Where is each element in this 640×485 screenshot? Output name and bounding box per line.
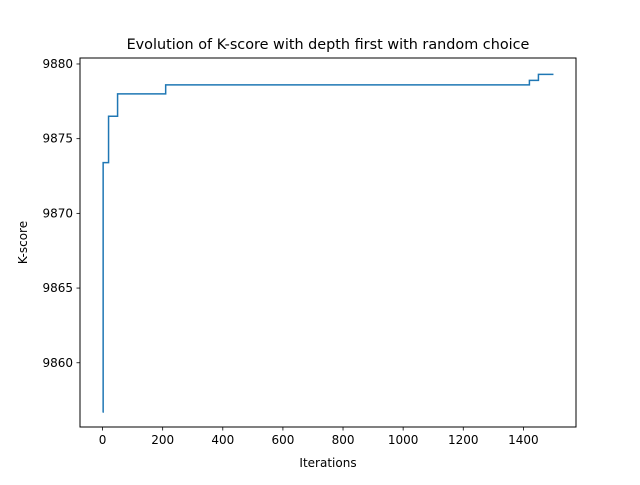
x-tick-label: 800 [332, 433, 355, 447]
x-tick-label: 200 [151, 433, 174, 447]
x-tick-label: 1200 [448, 433, 479, 447]
x-tick-label: 1000 [388, 433, 419, 447]
y-tick-label: 9865 [42, 281, 73, 295]
y-tick-label: 9875 [42, 132, 73, 146]
series-layer [102, 73, 554, 413]
y-axis-ticks: 9860 9865 9870 9875 9880 [42, 57, 80, 370]
y-tick-label: 9870 [42, 206, 73, 220]
x-tick-label: 0 [99, 433, 107, 447]
chart-title: Evolution of K-score with depth first wi… [127, 37, 530, 53]
x-axis-label: Iterations [299, 456, 356, 470]
y-axis-label: K-score [16, 221, 30, 264]
x-tick-label: 400 [211, 433, 234, 447]
x-axis-ticks: 0 200 400 600 800 1000 1200 1400 [99, 427, 539, 447]
x-tick-label: 600 [271, 433, 294, 447]
x-tick-label: 1400 [508, 433, 539, 447]
plot-frame [79, 57, 577, 428]
k-score-line [102, 73, 554, 413]
y-tick-label: 9880 [42, 57, 73, 71]
y-tick-label: 9860 [42, 356, 73, 370]
